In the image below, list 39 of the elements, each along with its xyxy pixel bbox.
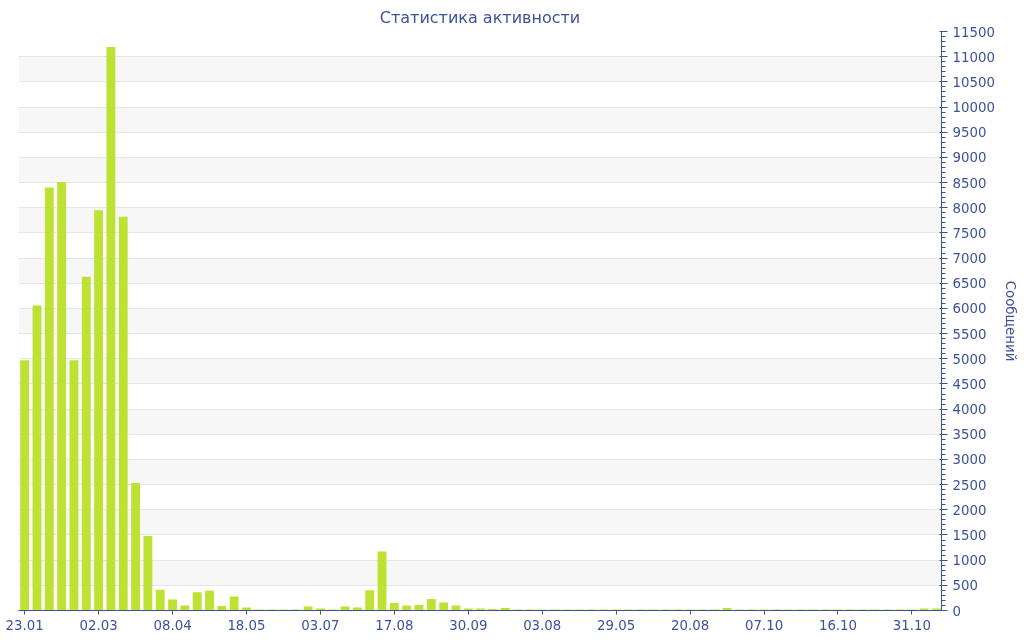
x-tick-label: 31.10 bbox=[892, 617, 931, 633]
x-tick-label: 07.10 bbox=[744, 617, 784, 633]
y-tick-label: 5000 bbox=[952, 351, 987, 367]
chart-title: Статистика активности bbox=[379, 7, 581, 27]
y-tick-label: 2000 bbox=[952, 502, 987, 518]
y-tick-label: 10500 bbox=[952, 74, 995, 90]
x-tick-label: 20.08 bbox=[671, 617, 710, 633]
x-tick-label: 30.09 bbox=[449, 617, 488, 633]
y-tick-label: 4500 bbox=[952, 376, 987, 392]
x-tick-label: 16.10 bbox=[818, 617, 858, 633]
y-tick-label: 1000 bbox=[952, 553, 987, 569]
y-axis-title: Сообщений bbox=[1002, 280, 1018, 362]
y-tick-label: 5500 bbox=[952, 326, 987, 342]
x-tick-label: 03.07 bbox=[301, 617, 340, 633]
y-tick-label: 9000 bbox=[952, 150, 987, 166]
y-tick-label: 1500 bbox=[952, 527, 987, 543]
x-tick-label: 17.08 bbox=[375, 617, 414, 633]
y-tick-label: 11000 bbox=[952, 49, 995, 65]
y-tick-label: 3500 bbox=[952, 427, 987, 443]
x-tick-label: 18.05 bbox=[227, 617, 266, 633]
y-tick-label: 8000 bbox=[952, 200, 987, 216]
y-tick-label: 9500 bbox=[952, 125, 987, 141]
y-tick-label: 4000 bbox=[952, 402, 987, 418]
y-tick-label: 6000 bbox=[952, 301, 987, 317]
x-tick-label: 08.04 bbox=[153, 617, 192, 633]
y-tick-label: 6500 bbox=[952, 276, 987, 292]
x-tick-label: 03.08 bbox=[523, 617, 562, 633]
y-tick-label: 8500 bbox=[952, 175, 987, 191]
y-tick-label: 10000 bbox=[952, 100, 995, 116]
x-tick-label: 29.05 bbox=[597, 617, 636, 633]
x-tick-label: 23.01 bbox=[5, 617, 44, 633]
x-tick-label: 02.03 bbox=[79, 617, 118, 633]
y-tick-label: 7000 bbox=[952, 251, 987, 267]
y-tick-label: 500 bbox=[952, 578, 978, 594]
y-tick-label: 11500 bbox=[952, 24, 995, 40]
y-tick-label: 0 bbox=[952, 603, 961, 619]
y-tick-label: 2500 bbox=[952, 477, 987, 493]
y-tick-label: 7500 bbox=[952, 225, 987, 241]
y-tick-label: 3000 bbox=[952, 452, 987, 468]
